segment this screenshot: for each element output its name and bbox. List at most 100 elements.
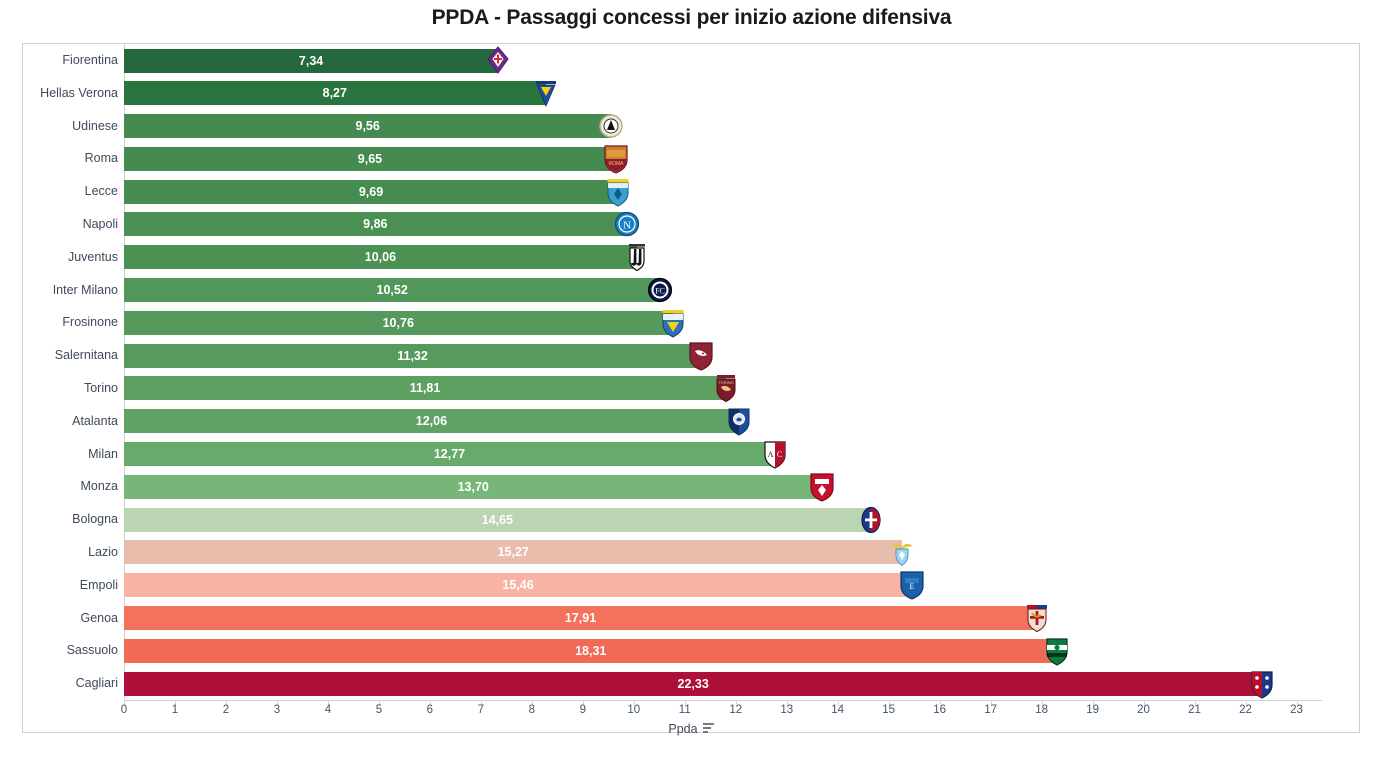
bar-udinese[interactable] <box>124 114 612 139</box>
bar-track: 15,27 <box>124 536 1360 569</box>
bar-track: 9,65 ROMA <box>124 142 1360 175</box>
x-tick-label: 20 <box>1137 704 1150 716</box>
bar-row[interactable]: Roma 9,65 ROMA <box>0 142 1383 175</box>
bar-row[interactable]: Empoli 15,46 E <box>0 569 1383 602</box>
svg-text:C: C <box>777 450 782 459</box>
category-label-torino: Torino <box>83 380 118 395</box>
bar-row[interactable]: Monza 13,70 <box>0 470 1383 503</box>
bar-row[interactable]: Bologna 14,65 <box>0 503 1383 536</box>
x-tick <box>1296 700 1298 706</box>
bar-milan[interactable] <box>124 442 775 467</box>
x-tick <box>480 700 482 706</box>
bar-row[interactable]: Udinese 9,56 <box>0 110 1383 143</box>
x-tick <box>124 700 125 706</box>
x-tick <box>225 700 227 706</box>
bar-bologna[interactable] <box>124 507 871 532</box>
x-tick-label: 16 <box>933 704 947 716</box>
x-tick <box>939 700 941 706</box>
bar-empoli[interactable] <box>124 573 913 598</box>
x-tick-label: 7 <box>477 704 485 716</box>
bar-lazio[interactable] <box>124 540 903 565</box>
bar-track: 9,56 <box>124 110 1360 143</box>
category-label-roma: Roma <box>84 151 118 166</box>
bar-track: 11,81 TORINO <box>124 372 1360 405</box>
x-tick <box>684 700 686 706</box>
bar-track: 8,27 <box>124 77 1360 110</box>
category-label-juventus: Juventus <box>67 249 118 264</box>
x-tick <box>1041 700 1043 706</box>
bar-track: 9,69 <box>124 175 1360 208</box>
bar-row[interactable]: Juventus 10,06 <box>0 241 1383 274</box>
bar-genoa[interactable] <box>124 606 1038 631</box>
bar-row[interactable]: Milan 12,77 A C <box>0 438 1383 471</box>
y-axis-line <box>124 44 125 700</box>
bar-track: 14,65 <box>124 503 1360 536</box>
bar-lecce[interactable] <box>124 179 618 204</box>
x-tick-label: 17 <box>984 704 998 716</box>
x-tick-label: 23 <box>1290 704 1303 716</box>
x-axis-title: Ppda <box>0 722 1383 736</box>
x-tick-label: 5 <box>375 704 383 716</box>
bar-monza[interactable] <box>124 474 823 499</box>
x-tick-label: 15 <box>882 704 896 716</box>
bar-track: 22,33 <box>124 667 1360 700</box>
category-label-atalanta: Atalanta <box>72 413 118 428</box>
bar-cagliari[interactable] <box>124 671 1263 696</box>
x-tick <box>378 700 380 706</box>
x-tick-label: 12 <box>729 704 743 716</box>
x-tick-label: 18 <box>1035 704 1049 716</box>
category-label-salernitana: Salernitana <box>54 348 118 363</box>
bar-row[interactable]: Napoli 9,86 N <box>0 208 1383 241</box>
bar-row[interactable]: Cagliari 22,33 <box>0 667 1383 700</box>
bar-atalanta[interactable] <box>124 409 739 434</box>
chart-title: PPDA - Passaggi concessi per inizio azio… <box>431 6 952 29</box>
bar-salernitana[interactable] <box>124 343 702 368</box>
x-tick-label: 8 <box>528 704 536 716</box>
bar-row[interactable]: Genoa 17,91 <box>0 602 1383 635</box>
bar-inter-milano[interactable] <box>124 278 661 303</box>
x-tick-label: 22 <box>1239 704 1252 716</box>
bar-sassuolo[interactable] <box>124 638 1058 663</box>
x-tick-label: 13 <box>780 704 794 716</box>
x-tick <box>837 700 839 706</box>
category-label-cagliari: Cagliari <box>75 676 118 691</box>
bar-row[interactable]: Atalanta 12,06 <box>0 405 1383 438</box>
sort-descending-icon[interactable] <box>702 723 715 734</box>
bar-juventus[interactable] <box>124 245 637 270</box>
bar-track: 13,70 <box>124 470 1360 503</box>
category-label-fiorentina: Fiorentina <box>62 53 118 67</box>
bar-row[interactable]: Fiorentina 7,34 <box>0 44 1383 77</box>
x-tick-label: 10 <box>627 704 641 716</box>
category-label-bologna: Bologna <box>72 512 118 527</box>
category-label-sassuolo: Sassuolo <box>66 643 118 658</box>
category-label-empoli: Empoli <box>79 577 118 592</box>
bar-fiorentina[interactable] <box>124 48 499 73</box>
bar-row[interactable]: Lecce 9,69 <box>0 175 1383 208</box>
x-tick <box>1245 700 1247 706</box>
category-label-lazio: Lazio <box>88 544 118 559</box>
bar-torino[interactable] <box>124 376 727 401</box>
bar-track: 17,91 <box>124 602 1360 635</box>
x-tick <box>174 700 176 706</box>
bar-row[interactable]: Inter Milano 10,52 FC <box>0 274 1383 307</box>
bar-rows-container: Fiorentina 7,34 Hellas Verona 8,27 Udinese 9,… <box>0 44 1383 700</box>
bar-row[interactable]: Frosinone 10,76 <box>0 306 1383 339</box>
x-tick <box>531 700 533 706</box>
bar-row[interactable]: Torino 11,81 TORINO <box>0 372 1383 405</box>
category-label-napoli: Napoli <box>82 216 118 231</box>
x-tick <box>276 700 278 706</box>
x-tick <box>1194 700 1196 706</box>
bar-frosinone[interactable] <box>124 310 673 335</box>
category-label-inter-milano: Inter Milano <box>52 282 118 297</box>
bar-row[interactable]: Salernitana 11,32 <box>0 339 1383 372</box>
bar-track: 10,76 <box>124 306 1360 339</box>
bar-hellas-verona[interactable] <box>124 81 546 106</box>
bar-row[interactable]: Lazio 15,27 <box>0 536 1383 569</box>
bar-roma[interactable] <box>124 146 616 171</box>
x-tick-label: 1 <box>171 704 179 716</box>
bar-row[interactable]: Hellas Verona 8,27 <box>0 77 1383 110</box>
bar-track: 7,34 <box>124 44 1360 77</box>
bar-row[interactable]: Sassuolo 18,31 <box>0 634 1383 667</box>
bar-track: 9,86 N <box>124 208 1360 241</box>
bar-napoli[interactable] <box>124 212 627 237</box>
